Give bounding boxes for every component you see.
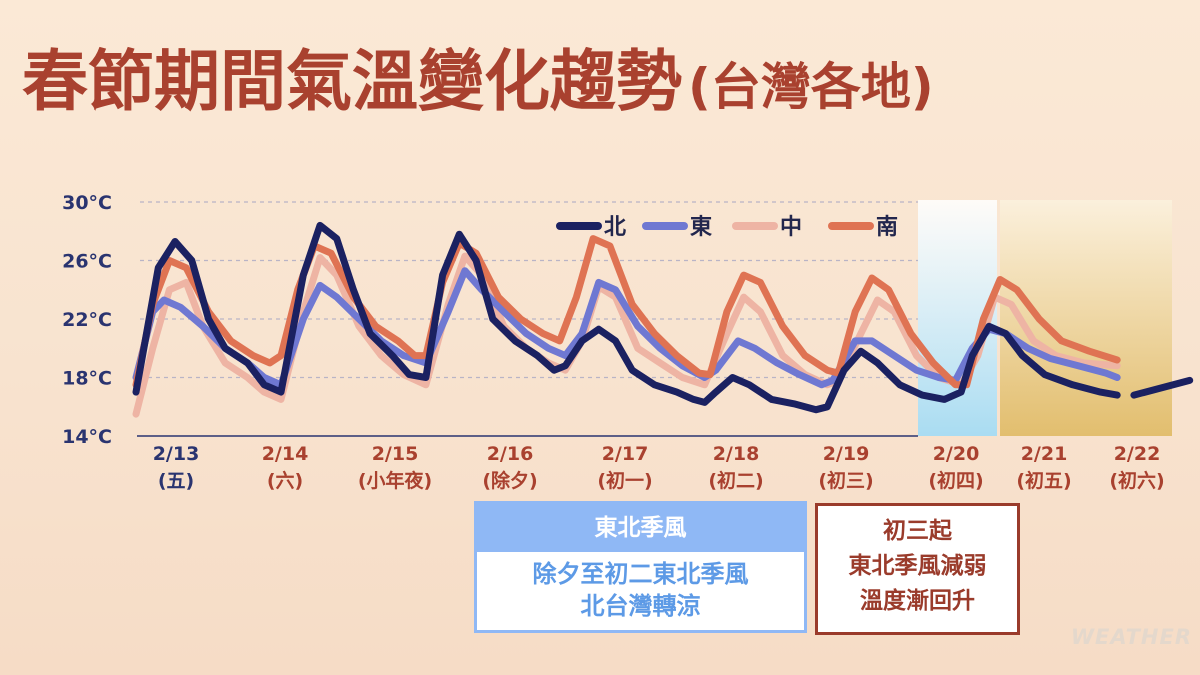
warming-note-line3: 溫度漸回升: [860, 588, 975, 614]
monsoon-note: 東北季風 除夕至初二東北季風 北台灣轉涼: [474, 501, 807, 633]
x-tick-date: 2/18: [713, 443, 760, 465]
x-tick-day: (除夕): [482, 469, 537, 492]
y-tick-label: 22°C: [62, 309, 112, 331]
legend-label: 南: [876, 215, 898, 240]
forecast-bg-warm: [1000, 200, 1172, 436]
legend: 北東中南: [556, 215, 898, 240]
y-axis-ticks: 14°C 18°C 22°C 26°C 30°C: [62, 192, 112, 448]
x-tick-day: (五): [158, 470, 194, 492]
legend-label: 中: [780, 215, 802, 240]
y-tick-label: 18°C: [62, 368, 112, 390]
x-tick-date: 2/16: [487, 443, 534, 465]
warming-note-line1: 初三起: [883, 518, 952, 544]
x-tick-date: 2/15: [372, 443, 419, 465]
y-tick-label: 30°C: [62, 192, 112, 214]
x-axis-ticks: 2/13 (五) 2/14 (六) 2/15 (小年夜) 2/16 (除夕) 2/17 (初一) 2…: [153, 443, 1165, 492]
forecast-segment: [1130, 376, 1194, 399]
series-line-北: [132, 221, 1121, 414]
title-sub: (台灣各地): [688, 58, 934, 116]
x-tick-day: (初四): [928, 469, 983, 492]
y-tick-label: 14°C: [62, 426, 112, 448]
monsoon-note-line2: 北台灣轉涼: [580, 592, 701, 620]
watermark-logo: WEATHER: [1070, 625, 1192, 649]
x-tick-date: 2/17: [602, 443, 649, 465]
legend-label: 東: [690, 215, 712, 240]
legend-label: 北: [604, 215, 626, 240]
title-main: 春節期間氣溫變化趨勢: [22, 43, 682, 120]
x-tick-date: 2/20: [933, 443, 980, 465]
x-tick-date: 2/21: [1021, 443, 1068, 465]
monsoon-note-line1: 除夕至初二東北季風: [532, 560, 749, 588]
x-tick-date: 2/13: [153, 443, 200, 465]
x-tick-day: (初六): [1109, 469, 1164, 492]
x-tick-day: (小年夜): [358, 469, 432, 492]
x-tick-date: 2/22: [1114, 443, 1161, 465]
y-tick-label: 26°C: [62, 251, 112, 273]
series-lines: [132, 221, 1194, 418]
series-line-南: [132, 235, 1121, 389]
monsoon-note-title: 東北季風: [477, 504, 804, 552]
x-tick-day: (六): [267, 469, 303, 492]
warming-note-line2: 東北季風減弱: [848, 553, 987, 579]
x-tick-day: (初五): [1016, 469, 1071, 492]
x-tick-day: (初一): [597, 469, 652, 492]
x-tick-day: (初二): [708, 469, 763, 492]
x-tick-date: 2/14: [262, 443, 309, 465]
x-tick-day: (初三): [818, 469, 873, 492]
warming-note: 初三起 東北季風減弱 溫度漸回升: [815, 503, 1020, 635]
page-title: 春節期間氣溫變化趨勢 (台灣各地): [22, 43, 934, 120]
x-tick-date: 2/19: [823, 443, 870, 465]
